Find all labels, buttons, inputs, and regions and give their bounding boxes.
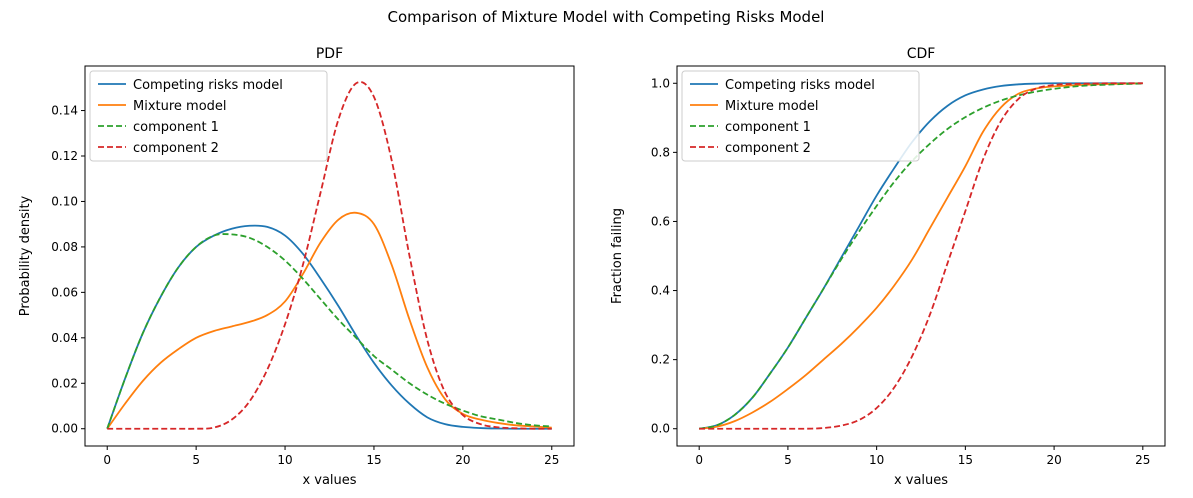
y-axis-label: Fraction failing [610,208,625,304]
y-tick-label: 0.00 [51,422,78,436]
x-tick-label: 10 [277,453,292,467]
legend-label: component 1 [133,120,219,135]
chart-title: PDF [316,46,343,62]
x-tick-label: 20 [455,453,470,467]
series-lines [106,81,552,430]
y-tick-label: 0.8 [651,145,670,159]
series-line [699,82,1143,430]
x-axis-label: x values [894,473,948,488]
x-tick-label: 25 [544,453,559,467]
chart-title: CDF [907,46,936,62]
y-tick-label: 0.6 [651,214,670,228]
series-line [699,82,1143,430]
y-tick-label: 0.0 [651,422,670,436]
cdf-chart: CDF 0 5 10 15 20 25 0.0 0.2 0.4 0.6 0.8 1.0 x values F… [610,46,1166,488]
axes-frame [84,65,575,447]
x-tick-label: 15 [958,453,973,467]
y-tick-label: 0.14 [51,104,78,118]
x-tick-label: 20 [1046,453,1061,467]
legend-label: Mixture model [725,99,819,114]
y-axis-label: Probability density [18,195,33,316]
legend-label: component 2 [725,141,811,156]
legend-label: Competing risks model [133,78,283,93]
x-tick-label: 25 [1135,453,1150,467]
x-tick-label: 5 [784,453,792,467]
legend: Competing risks model Mixture model compon… [89,70,328,162]
x-axis-label: x values [302,473,356,488]
series-line [699,82,1143,430]
y-tick-label: 1.0 [651,76,670,90]
x-tick-label: 0 [695,453,703,467]
y-tick-label: 0.08 [51,240,78,254]
x-tick-label: 0 [103,453,111,467]
x-tick-label: 15 [366,453,381,467]
legend-label: Mixture model [133,99,227,114]
y-tick-label: 0.2 [651,353,670,367]
legend-label: component 1 [725,120,811,135]
series-line [107,81,552,430]
x-tick-label: 5 [192,453,200,467]
y-tick-label: 0.02 [51,376,78,390]
axes-frame [676,65,1166,447]
legend: Competing risks model Mixture model compon… [681,70,920,162]
legend-label: Competing risks model [725,78,875,93]
x-tick-label: 10 [869,453,884,467]
pdf-chart: PDF 0 5 10 15 20 25 0.00 0.02 0.04 0.06 0.08 0.10 0.1… [18,46,575,488]
series-line [106,233,552,430]
series-lines [699,82,1143,430]
series-line [106,224,552,430]
y-tick-label: 0.04 [51,331,78,345]
y-tick-label: 0.4 [651,284,670,298]
y-tick-label: 0.06 [51,285,78,299]
series-line [106,211,552,430]
y-tick-label: 0.12 [51,149,78,163]
legend-box [89,70,328,162]
legend-box [681,70,920,162]
legend-label: component 2 [133,141,219,156]
figure-title: Comparison of Mixture Model with Competi… [388,8,825,26]
y-tick-label: 0.10 [51,194,78,208]
